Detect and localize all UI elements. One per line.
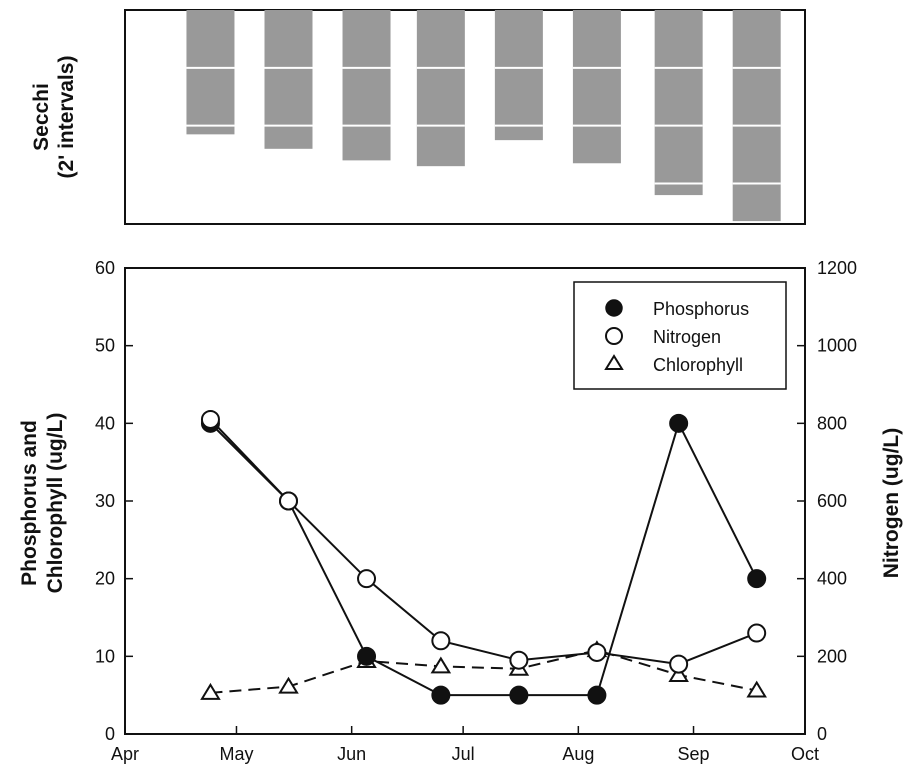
left-axis-tick-label: 50 (95, 336, 115, 356)
x-axis-tick-label: Sep (678, 744, 710, 764)
nitrogen-point (747, 623, 767, 643)
nitrogen-point (357, 569, 377, 589)
legend-nitrogen-label: Nitrogen (653, 327, 721, 347)
series-layer (200, 409, 767, 705)
x-axis-tick-label: May (219, 744, 253, 764)
right-axis-tick-label: 400 (817, 569, 847, 589)
secchi-bar (416, 10, 465, 167)
secchi-bar (654, 10, 703, 196)
legend: Phosphorus Nitrogen Chlorophyll (573, 281, 787, 390)
left-axis-tick-label: 20 (95, 569, 115, 589)
phosphorus-line (209, 420, 758, 697)
phosphorus-point (431, 685, 451, 705)
right-axis-ticks: 0 200 400 600 800 1000 1200 (797, 258, 857, 744)
secchi-bar (186, 10, 235, 135)
right-axis-tick-label: 0 (817, 724, 827, 744)
secchi-bar-group (494, 10, 543, 141)
secchi-bar (264, 10, 313, 149)
secchi-bar-group (732, 10, 781, 222)
secchi-bar-group (654, 10, 703, 196)
x-axis-tick-label: Apr (111, 744, 139, 764)
legend-phosphorus-marker (605, 299, 623, 317)
chlorophyll-point (200, 682, 221, 700)
phosphorus-point (669, 413, 689, 433)
secchi-bar (732, 10, 781, 222)
secchi-ylabel-line2: (2' intervals) (55, 56, 78, 179)
secchi-ylabel-line1: Secchi (30, 83, 53, 151)
left-axis-tick-label: 0 (105, 724, 115, 744)
x-axis-tick-label: Aug (562, 744, 594, 764)
nitrogen-line (209, 418, 758, 666)
x-axis-tick-label: Jun (337, 744, 366, 764)
chlorophyll-point (278, 676, 299, 694)
right-axis-tick-label: 600 (817, 491, 847, 511)
nitrogen-point (200, 409, 220, 429)
secchi-bar (572, 10, 621, 164)
legend-chlorophyll-label: Chlorophyll (653, 355, 743, 375)
secchi-bar-group (264, 10, 313, 149)
secchi-bar (342, 10, 391, 161)
left-ylabel-line1: Phosphorus and (18, 420, 41, 586)
phosphorus-point (509, 685, 529, 705)
x-axis-tick-label: Oct (791, 744, 819, 764)
right-axis-tick-label: 1000 (817, 336, 857, 356)
legend-phosphorus-label: Phosphorus (653, 299, 749, 319)
phosphorus-point (747, 569, 767, 589)
nitrogen-point (509, 650, 529, 670)
left-axis-ticks: 0 10 20 30 40 50 60 (95, 258, 133, 744)
nitrogen-point (587, 642, 607, 662)
phosphorus-point (357, 646, 377, 666)
nutrient-panel: 0 10 20 30 40 50 60 0 200 400 600 800 1000 1200 Apr M… (18, 258, 903, 764)
x-axis-tick-label: Jul (452, 744, 475, 764)
chlorophyll-point (746, 680, 767, 698)
secchi-bar (494, 10, 543, 141)
secchi-bar-group (572, 10, 621, 164)
nitrogen-point (278, 491, 298, 511)
left-axis-tick-label: 60 (95, 258, 115, 278)
right-ylabel: Nitrogen (ug/L) (880, 428, 903, 578)
secchi-bar-group (416, 10, 465, 167)
secchi-panel: Secchi (2' intervals) (30, 9, 806, 225)
left-axis-tick-label: 10 (95, 646, 115, 666)
nitrogen-point (669, 654, 689, 674)
chlorophyll-point (668, 665, 689, 682)
chlorophyll-line (210, 649, 757, 694)
nitrogen-point (431, 631, 451, 651)
chlorophyll-point (430, 656, 452, 674)
legend-nitrogen-marker (605, 327, 623, 345)
right-axis-tick-label: 1200 (817, 258, 857, 278)
left-axis-tick-label: 30 (95, 491, 115, 511)
left-ylabel-line2: Chlorophyll (ug/L) (44, 413, 67, 594)
secchi-plot-frame (124, 9, 806, 225)
right-axis-tick-label: 800 (817, 413, 847, 433)
phosphorus-point (587, 685, 607, 705)
legend-chlorophyll-marker (604, 354, 624, 370)
x-axis-ticks: Apr May Jun Jul Aug Sep Oct (111, 726, 819, 764)
secchi-bar-group (186, 10, 235, 135)
left-axis-tick-label: 40 (95, 413, 115, 433)
secchi-bars (186, 10, 781, 222)
right-axis-tick-label: 200 (817, 646, 847, 666)
secchi-bar-group (342, 10, 391, 161)
